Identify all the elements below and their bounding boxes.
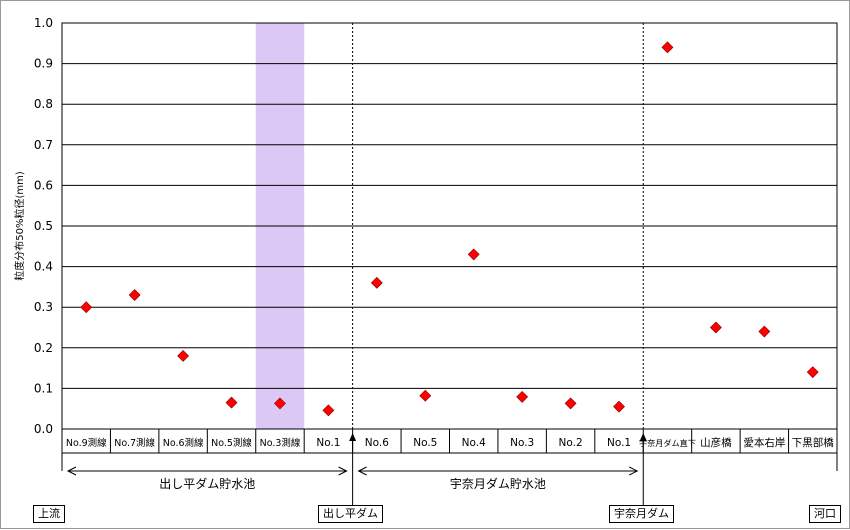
data-point [709,321,722,334]
x-tick-label: No.9測線 [66,437,107,449]
dam-pointer-arrowhead [639,433,647,441]
x-tick-label: No.7測線 [114,437,155,449]
x-tick-label: No.6測線 [163,437,204,449]
x-tick-label: No.4 [462,437,486,449]
x-tick-label: 愛本右岸 [743,436,785,449]
y-tick-label: 0.6 [34,178,53,192]
data-point [419,389,432,402]
x-tick-label: No.3測線 [260,437,301,449]
dam-pointer-arrowhead [349,433,357,441]
y-tick-label: 0.3 [34,300,53,314]
x-tick-label: No.3 [510,437,534,449]
y-tick-label: 1.0 [34,16,53,30]
data-point [370,276,383,289]
y-tick-label: 0.5 [34,219,53,233]
x-tick-label: 山彦橋 [700,436,732,449]
y-axis-title: 粒度分布50%粒径(mm) [13,171,26,281]
data-point [225,396,238,409]
data-point [613,400,625,413]
label-dashidaira-dam: 出し平ダム [318,505,383,523]
x-tick-label: No.5測線 [211,437,252,449]
reach-label: 宇奈月ダム貯水池 [450,476,546,491]
x-tick-label: No.1 [607,437,631,449]
y-tick-label: 0.4 [34,260,53,274]
x-tick-label: No.5 [413,437,437,449]
data-point [467,248,480,261]
reach-arrowhead-left [357,466,367,476]
reach-arrowhead-right [629,466,639,476]
data-point [564,397,577,410]
y-tick-label: 0.8 [34,97,53,111]
data-point [274,397,286,410]
x-tick-label: 宇奈月ダム直下 [639,438,696,448]
data-point [661,41,674,54]
data-point [806,366,819,379]
y-tick-label: 0.7 [34,138,53,152]
reach-arrowhead-right [338,466,348,476]
x-tick-label: No.2 [559,437,583,449]
label-estuary: 河口 [809,505,841,523]
reach-arrowhead-left [66,466,77,476]
data-point [128,289,141,301]
label-upstream: 上流 [33,505,65,523]
data-point [758,325,771,338]
x-tick-label: No.6 [365,437,389,449]
y-tick-label: 0.9 [34,57,53,71]
x-tick-label: 下黒部橋 [792,436,834,449]
data-point [516,391,529,403]
label-unazuki-dam: 宇奈月ダム [609,505,674,523]
reach-label: 出し平ダム貯水池 [159,476,255,491]
y-tick-label: 0.1 [34,381,53,395]
y-tick-label: 0.0 [34,422,53,436]
data-point [177,349,190,362]
x-tick-label: No.1 [316,437,340,449]
y-tick-label: 0.2 [34,341,53,355]
data-point [322,404,335,417]
data-point [80,301,93,314]
